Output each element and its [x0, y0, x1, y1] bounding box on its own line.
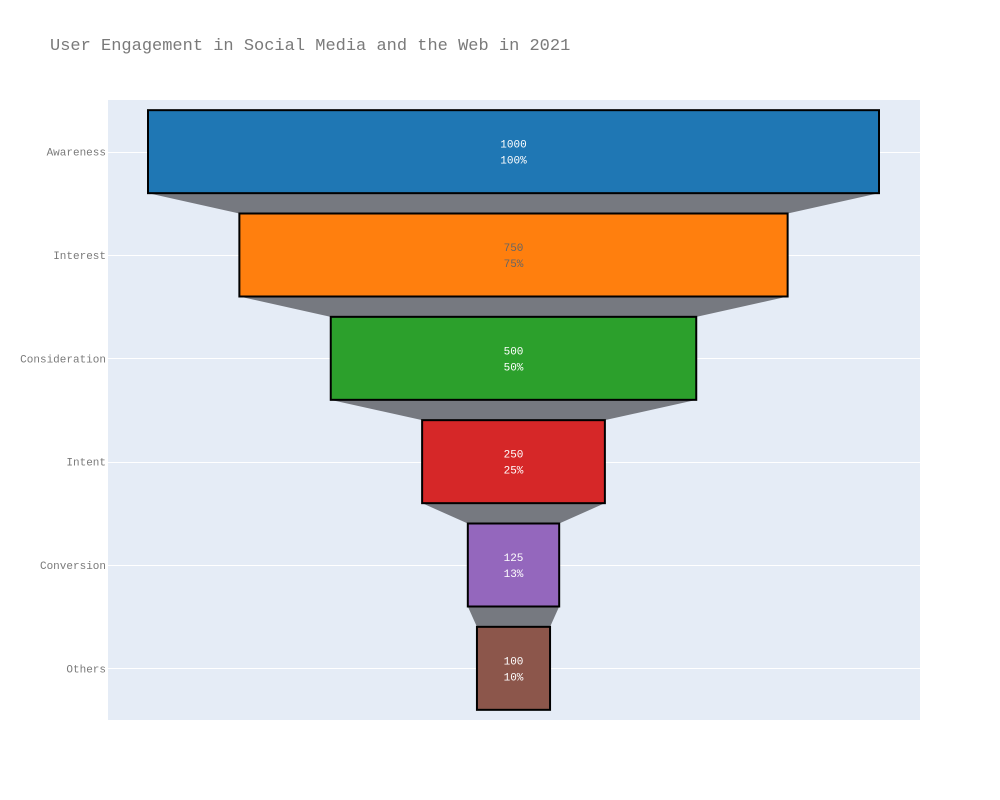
category-label-interest: Interest [53, 251, 106, 263]
value-label-intent: 250 [504, 450, 524, 462]
percent-label-interest: 75% [504, 259, 524, 271]
value-label-consideration: 500 [504, 346, 524, 358]
funnel-bar-awareness [147, 109, 880, 195]
category-label-conversion: Conversion [40, 561, 106, 573]
category-label-intent: Intent [66, 458, 106, 470]
funnel-bar-others [475, 625, 552, 711]
value-labels: 1000 100% 750 75% 500 50% 250 25% 125 13% 100 10% [500, 140, 527, 685]
funnel-connector-4 [467, 606, 560, 627]
percent-label-others: 10% [504, 672, 524, 684]
chart-title: User Engagement in Social Media and the … [50, 37, 570, 56]
funnel-bar-conversion [466, 522, 561, 608]
value-label-awareness: 1000 [500, 140, 526, 152]
funnel-connector-2 [330, 399, 697, 421]
funnel-bar-interest [238, 212, 789, 298]
funnel-connector-3 [422, 503, 605, 524]
funnel-bars [147, 109, 880, 711]
funnel-connectors [148, 193, 879, 627]
percent-label-intent: 25% [504, 466, 524, 478]
category-label-others: Others [66, 664, 106, 676]
percent-label-awareness: 100% [500, 156, 527, 168]
percent-label-conversion: 13% [504, 569, 524, 581]
funnel-bar-intent [421, 419, 606, 505]
category-label-awareness: Awareness [47, 148, 106, 160]
funnel-bar-consideration [329, 315, 698, 401]
funnel-connector-1 [239, 296, 788, 317]
percent-label-consideration: 50% [504, 362, 524, 374]
value-label-conversion: 125 [504, 553, 524, 565]
value-label-others: 100 [504, 656, 524, 668]
y-axis-labels: Awareness Interest Consideration Intent Conv… [20, 148, 106, 677]
value-label-interest: 750 [504, 243, 524, 255]
funnel-connector-0 [148, 193, 879, 214]
category-label-consideration: Consideration [20, 354, 106, 366]
